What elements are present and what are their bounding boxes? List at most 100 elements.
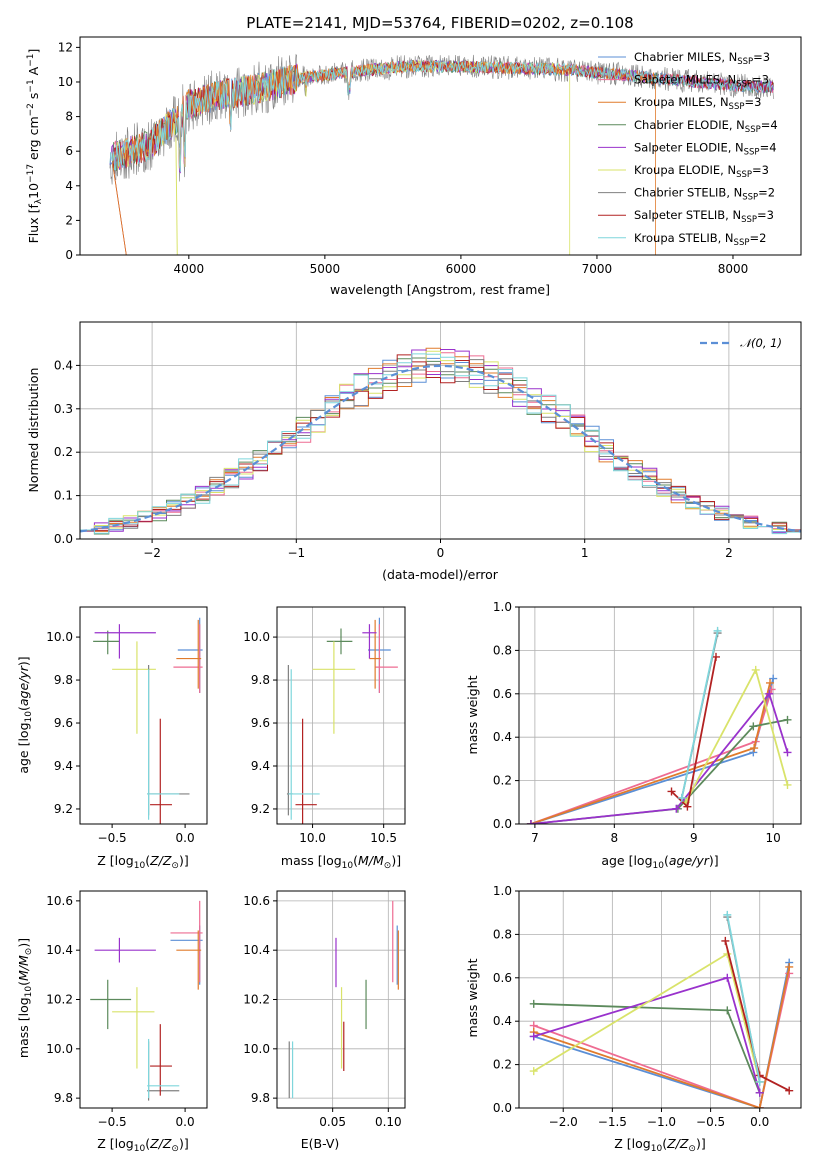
y-axis-label: mass weight — [465, 958, 480, 1037]
weight-line-3 — [533, 966, 791, 1108]
weight-line-1 — [530, 678, 775, 824]
x-tick-label: 0.0 — [176, 1115, 195, 1129]
y-tick-label: 6 — [65, 144, 73, 158]
y-tick-label: 10.6 — [46, 894, 73, 908]
weight-marker — [751, 665, 760, 674]
weight-marker — [765, 689, 774, 698]
y-tick-label: 9.2 — [251, 802, 270, 816]
y-tick-label: 0.0 — [493, 817, 512, 831]
legend-entry: Kroupa STELIB, NSSP=2 — [634, 231, 766, 248]
spectrum-legend: Chabrier MILES, NSSP=3 Salpeter MILES, NS… — [598, 50, 778, 248]
residual-panel: −2 −1 0 1 2 0.0 0.1 0.2 0.3 0.4 𝒩(0, 1) (data-mode… — [26, 321, 802, 582]
y-tick-label: 9.8 — [251, 1091, 270, 1105]
y-tick-label: 9.2 — [54, 802, 73, 816]
x-tick-label: 10 — [766, 831, 781, 845]
y-tick-label: 10.0 — [46, 1042, 73, 1056]
x-tick-label: 5000 — [310, 262, 341, 276]
plot-area — [93, 617, 203, 824]
normal-reference-curve — [80, 364, 801, 533]
y-tick-label: 0.3 — [54, 402, 73, 416]
x-tick-label: 8000 — [718, 262, 749, 276]
legend-entry: Salpeter MILES, NSSP=3 — [634, 73, 769, 90]
x-tick-label: 7000 — [582, 262, 613, 276]
y-tick-label: 0.2 — [493, 1058, 512, 1072]
histogram-6 — [80, 350, 801, 539]
weight-marker — [723, 910, 732, 919]
x-tick-label: −1.5 — [598, 1115, 627, 1129]
y-tick-label: 10.2 — [46, 993, 73, 1007]
x-tick-label: −1.0 — [647, 1115, 676, 1129]
x-axis-label: Z [log10(Z/Z⊙)] — [614, 1136, 705, 1154]
legend-entry: Chabrier ELODIE, NSSP=4 — [634, 118, 778, 135]
x-axis-label: E(B-V) — [301, 1136, 340, 1151]
weight-marker — [783, 780, 792, 789]
x-tick-label: 7 — [531, 831, 539, 845]
y-tick-label: 10.2 — [243, 993, 270, 1007]
x-axis-label: wavelength [Angstrom, rest frame] — [330, 282, 550, 297]
mass-weight-vs-age-panel: 7 8 9 10 0.0 0.2 0.4 0.6 0.8 1.0 age [log10(age/y… — [465, 600, 802, 871]
weight-marker — [683, 802, 692, 811]
weight-line-9 — [680, 630, 719, 799]
y-tick-label: 4 — [65, 179, 73, 193]
weight-line-5 — [533, 976, 761, 1094]
y-tick-label: 9.4 — [251, 759, 270, 773]
plot-area — [80, 347, 801, 539]
x-tick-label: 4000 — [174, 262, 205, 276]
series-line-6 — [112, 59, 571, 255]
axes-frame — [276, 606, 406, 825]
y-tick-label: 9.8 — [54, 1091, 73, 1105]
axes-frame — [79, 890, 208, 1109]
axes-frame — [79, 36, 802, 256]
legend-entry: Kroupa MILES, NSSP=3 — [634, 95, 761, 112]
weight-marker — [677, 793, 686, 802]
x-tick-label: 0 — [437, 546, 445, 560]
x-tick-label: 0.10 — [375, 1115, 402, 1129]
axes-frame — [276, 890, 406, 1109]
y-tick-label: 9.8 — [54, 673, 73, 687]
plot-area — [90, 900, 203, 1101]
series-line-9 — [109, 60, 775, 172]
plot-area — [286, 617, 398, 824]
mass-weight-vs-metallicity-panel: −2.0 −1.5 −1.0 −0.5 0.0 0.0 0.2 0.4 0.6 0.8 1.0 Z … — [465, 884, 802, 1154]
legend-entry: Chabrier MILES, NSSP=3 — [634, 50, 770, 67]
weight-marker — [721, 936, 730, 945]
x-axis-label: Z [log10(Z/Z⊙)] — [97, 853, 188, 871]
weight-line-4 — [533, 1002, 761, 1094]
y-tick-label: 10.6 — [243, 894, 270, 908]
y-axis-label: Flux [fλ10−17 erg cm−2 s−1 A−1] — [26, 49, 44, 244]
y-tick-label: 0.2 — [54, 445, 73, 459]
x-tick-label: −0.5 — [98, 831, 127, 845]
x-tick-label: 0.05 — [319, 1115, 346, 1129]
x-tick-label: 0.0 — [176, 831, 195, 845]
y-tick-label: 10.4 — [243, 943, 270, 957]
y-tick-label: 9.8 — [251, 673, 270, 687]
legend-entry: 𝒩(0, 1) — [740, 336, 782, 350]
series-dropout — [175, 137, 178, 255]
mass-vs-extinction-panel: 0.05 0.10 9.8 10.0 10.2 10.4 10.6 E(B-V) — [243, 890, 406, 1151]
x-tick-label: −1 — [287, 546, 305, 560]
y-tick-label: 0.2 — [493, 774, 512, 788]
y-tick-label: 10 — [58, 75, 73, 89]
x-tick-label: 10.0 — [299, 831, 326, 845]
age-vs-metallicity-panel: −0.5 0.09.29.49.69.810.0 Z [log10(Z/Z⊙)] … — [16, 606, 208, 871]
mass-vs-metallicity-panel: −0.5 0.0 9.8 10.0 10.2 10.4 10.6 Z [log10(Z/Z⊙… — [16, 890, 208, 1154]
weight-marker — [766, 678, 775, 687]
weight-marker — [755, 1088, 764, 1097]
weight-marker — [783, 715, 792, 724]
weight-marker — [783, 748, 792, 757]
legend-entry: Salpeter ELODIE, NSSP=4 — [634, 140, 777, 157]
plot-area — [109, 53, 775, 255]
y-tick-label: 0.4 — [54, 358, 73, 372]
y-tick-label: 1.0 — [493, 884, 512, 898]
age-vs-mass-panel: 10.0 10.5 9.2 9.4 9.6 9.8 10.0 mass [log10(M/M… — [243, 606, 406, 871]
y-tick-label: 10.0 — [243, 630, 270, 644]
x-tick-label: −0.5 — [98, 1115, 127, 1129]
weight-line-3 — [530, 682, 771, 824]
y-tick-label: 0.4 — [493, 730, 512, 744]
x-tick-label: −0.5 — [696, 1115, 725, 1129]
y-tick-label: 8 — [65, 110, 73, 124]
axes-frame — [79, 606, 208, 825]
y-tick-label: 0.8 — [493, 927, 512, 941]
y-tick-label: 0.0 — [493, 1101, 512, 1115]
